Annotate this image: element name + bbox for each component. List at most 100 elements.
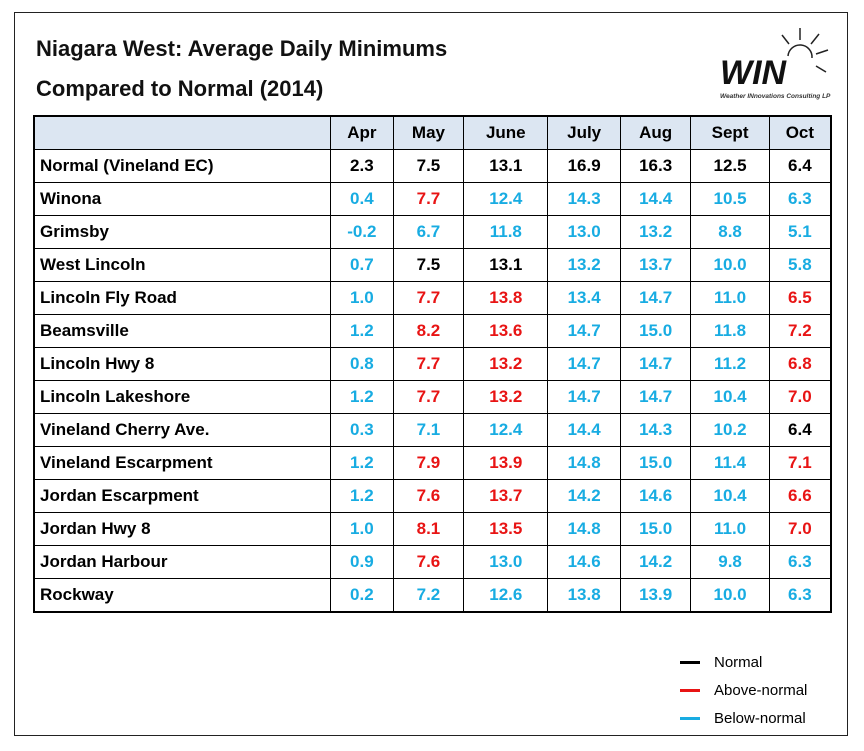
frame [14,12,848,736]
value-cell: 7.5 [392,149,465,183]
data-table: Apr May June July Aug Sept Oct Normal (Vineland… [33,115,832,613]
value-cell: 13.8 [547,578,621,613]
value-cell: 6.3 [768,545,832,579]
value-cell: 14.6 [619,479,692,513]
value-cell: 7.2 [768,314,832,348]
value-cell: 13.2 [619,215,692,249]
value-cell: 13.2 [463,347,549,381]
value-cell: 14.8 [547,512,621,546]
value-cell: 6.3 [768,182,832,216]
table-row: Jordan Escarpment 1.2 7.6 13.7 14.2 14.6 10.4 6… [33,479,832,513]
value-cell: 13.7 [463,479,549,513]
value-cell: 6.4 [768,149,832,183]
legend-label: Below-normal [714,709,806,727]
table-row: Vineland Cherry Ave. 0.3 7.1 12.4 14.4 14.3 10… [33,413,832,447]
value-cell: 7.6 [392,479,465,513]
legend-label: Above-normal [714,681,808,699]
value-cell: 14.6 [547,545,621,579]
value-cell: 14.4 [619,182,692,216]
value-cell: 13.8 [463,281,549,315]
title-line: Niagara West: Average Daily Minimums [36,36,448,61]
value-cell: 10.4 [690,479,770,513]
value-cell: 7.0 [768,512,832,546]
value-cell: 15.0 [619,314,692,348]
value-cell: 1.0 [330,281,394,315]
value-cell: 6.8 [768,347,832,381]
value-cell: 8.2 [392,314,465,348]
value-cell: -0.2 [330,215,394,249]
legend-swatch [680,660,700,664]
value-cell: 13.0 [547,215,621,249]
value-cell: 0.3 [330,413,394,447]
value-cell: 13.2 [463,380,549,414]
value-cell: 13.0 [463,545,549,579]
value-cell: 6.6 [768,479,832,513]
value-cell: 11.0 [690,512,770,546]
value-cell: 9.8 [690,545,770,579]
value-cell: 6.5 [768,281,832,315]
value-cell: 1.0 [330,512,394,546]
legend: Normal Above-normal Below-normal [680,648,807,732]
table-row: Winona 0.4 7.7 12.4 14.3 14.4 10.5 6.3 [33,182,832,216]
value-cell: 7.7 [392,347,465,381]
table-row: Jordan Hwy 8 1.0 8.1 13.5 14.8 15.0 11.0 7.0 [33,512,832,546]
value-cell: 12.4 [463,413,549,447]
value-cell: 13.6 [463,314,549,348]
value-cell: 12.4 [463,182,549,216]
value-cell: 11.8 [690,314,770,348]
value-cell: 13.7 [619,248,692,282]
value-cell: 10.0 [690,578,770,613]
table-row: Beamsville 1.2 8.2 13.6 14.7 15.0 11.8 7.2 [33,314,832,348]
value-cell: 12.5 [690,149,770,183]
station-name: Grimsby [33,215,331,249]
logo: WIN Weather INnovations Consulting LP [720,28,831,100]
station-name: Vineland Cherry Ave. [33,413,331,447]
table-row: Grimsby -0.2 6.7 11.8 13.0 13.2 8.8 5.1 [33,215,832,249]
value-cell: 5.1 [768,215,832,249]
table-row: Lincoln Fly Road 1.0 7.7 13.8 13.4 14.7 11.0 6.… [33,281,832,315]
table-row: Jordan Harbour 0.9 7.6 13.0 14.6 14.2 9.8 6.3 [33,545,832,579]
value-cell: 8.8 [690,215,770,249]
station-name: Normal (Vineland EC) [33,149,331,183]
value-cell: 11.2 [690,347,770,381]
value-cell: 14.8 [547,446,621,480]
value-cell: 10.5 [690,182,770,216]
value-cell: 7.7 [392,281,465,315]
header-cell: Oct [768,115,832,150]
legend-swatch [680,688,700,692]
legend-item: Above-normal [680,676,807,704]
value-cell: 10.2 [690,413,770,447]
value-cell: 5.8 [768,248,832,282]
station-name: West Lincoln [33,248,331,282]
value-cell: 0.9 [330,545,394,579]
table-row: Vineland Escarpment 1.2 7.9 13.9 14.8 15.0 11.… [33,446,832,480]
logo-caption: Weather INnovations Consulting LP [720,93,831,100]
value-cell: 13.1 [463,248,549,282]
table-row: Normal (Vineland EC) 2.3 7.5 13.1 16.9 16.3 12… [33,149,832,183]
value-cell: 11.8 [463,215,549,249]
value-cell: 0.4 [330,182,394,216]
value-cell: 2.3 [330,149,394,183]
value-cell: 14.7 [547,380,621,414]
value-cell: 13.9 [463,446,549,480]
legend-swatch [680,716,700,720]
value-cell: 14.2 [619,545,692,579]
sun [781,28,829,73]
value-cell: 11.4 [690,446,770,480]
header-row: Apr May June July Aug Sept Oct [33,115,832,150]
table-row: West Lincoln 0.7 7.5 13.1 13.2 13.7 10.0 5.8 [33,248,832,282]
value-cell: 11.0 [690,281,770,315]
value-cell: 14.7 [547,347,621,381]
legend-label: Normal [714,653,763,671]
header-cell: Aug [619,115,692,150]
station-name: Jordan Escarpment [33,479,331,513]
value-cell: 0.8 [330,347,394,381]
value-cell: 7.2 [392,578,465,613]
value-cell: 6.4 [768,413,832,447]
station-name: Beamsville [33,314,331,348]
value-cell: 14.3 [547,182,621,216]
value-cell: 7.9 [392,446,465,480]
value-cell: 13.2 [547,248,621,282]
value-cell: 7.1 [768,446,832,480]
